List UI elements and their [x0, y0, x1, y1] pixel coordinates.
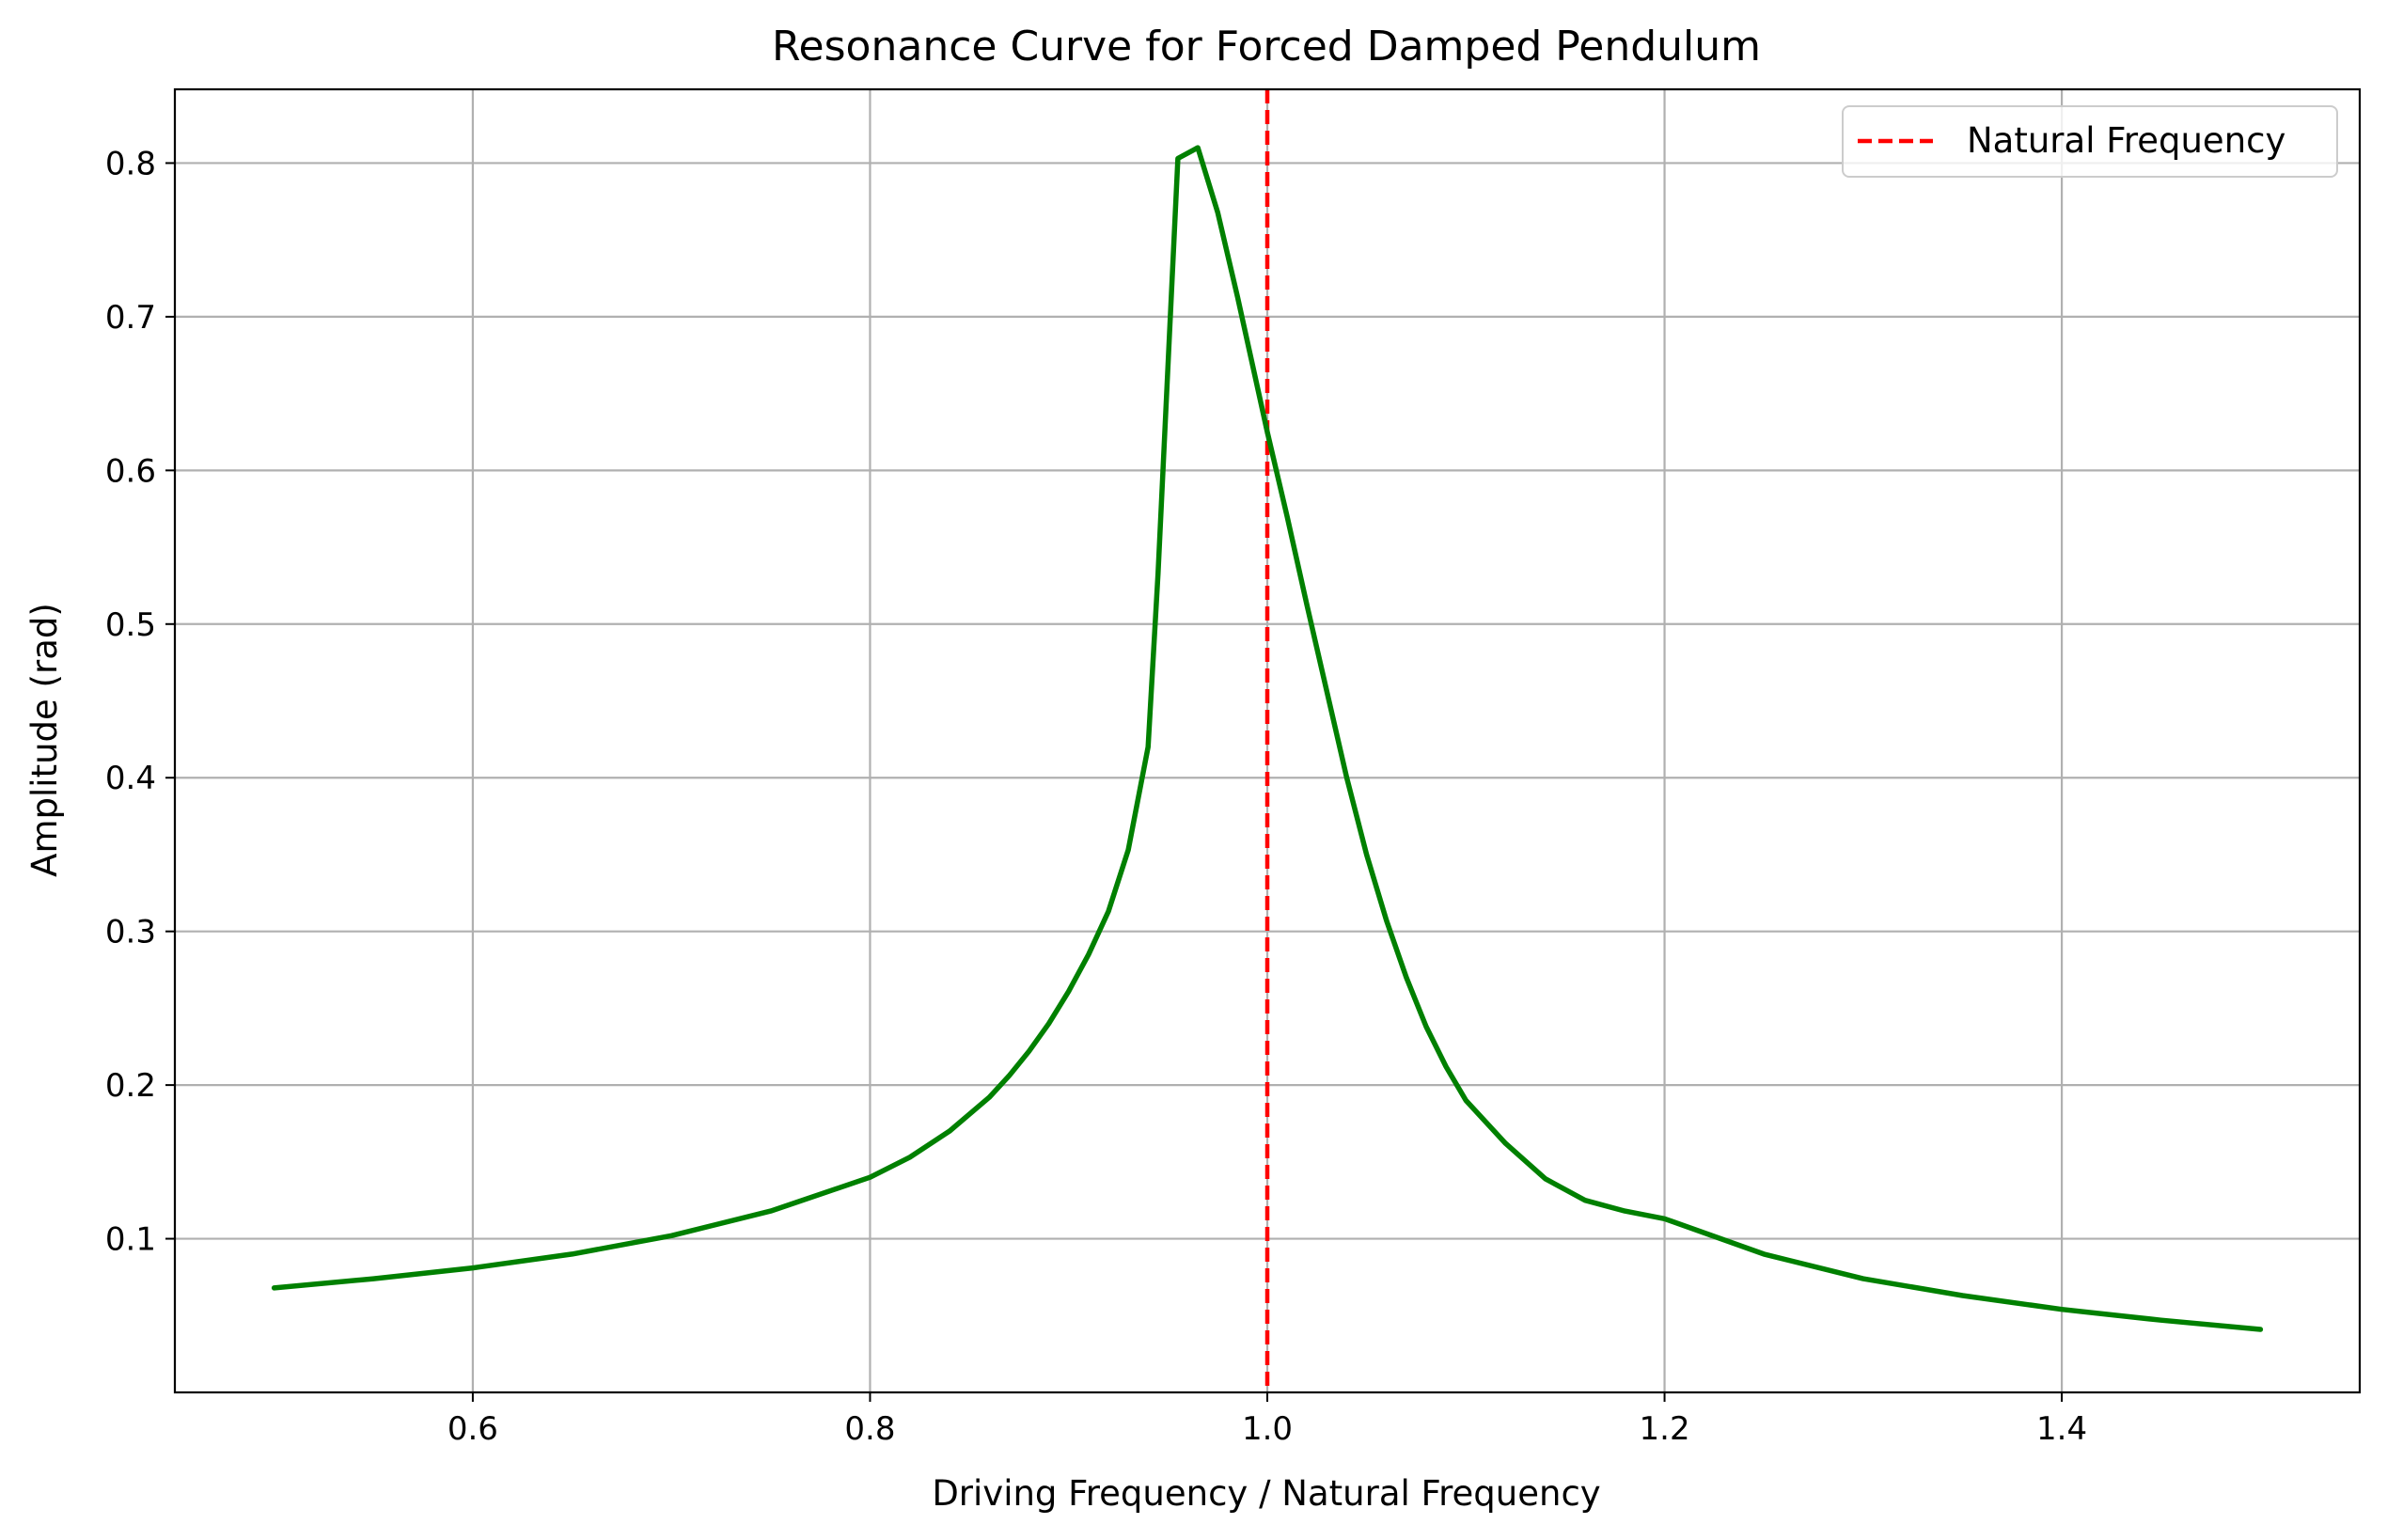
- legend[interactable]: Natural Frequency: [1842, 105, 2338, 178]
- y-tick-label: 0.7: [105, 299, 156, 337]
- x-axis-ticks: 0.6 0.8 1.0 1.2 1.4: [448, 1392, 2087, 1448]
- y-tick-label: 0.1: [105, 1221, 156, 1259]
- x-tick-label: 0.8: [844, 1410, 895, 1448]
- x-tick-label: 1.4: [2036, 1410, 2087, 1448]
- y-tick-label: 0.3: [105, 914, 156, 951]
- x-tick-label: 1.0: [1242, 1410, 1293, 1448]
- y-tick-label: 0.5: [105, 606, 156, 644]
- y-tick-label: 0.6: [105, 452, 156, 490]
- x-tick-label: 1.2: [1640, 1410, 1690, 1448]
- y-tick-label: 0.2: [105, 1067, 156, 1105]
- x-tick-label: 0.6: [448, 1410, 498, 1448]
- series-line-amplitude: [271, 145, 2264, 1332]
- legend-label-natural-frequency: Natural Frequency: [1967, 120, 2285, 161]
- legend-box: [1842, 105, 2338, 178]
- series-lines: [271, 145, 2264, 1332]
- x-axis-title: Driving Frequency / Natural Frequency: [932, 1473, 1600, 1514]
- chart-title: Resonance Curve for Forced Damped Pendul…: [772, 23, 1761, 71]
- y-tick-label: 0.8: [105, 145, 156, 182]
- y-tick-label: 0.4: [105, 760, 156, 797]
- y-axis-title: Amplitude (rad): [24, 603, 65, 877]
- y-axis-ticks: 0.1 0.2 0.3 0.4 0.5 0.6 0.7 0.8: [105, 145, 175, 1259]
